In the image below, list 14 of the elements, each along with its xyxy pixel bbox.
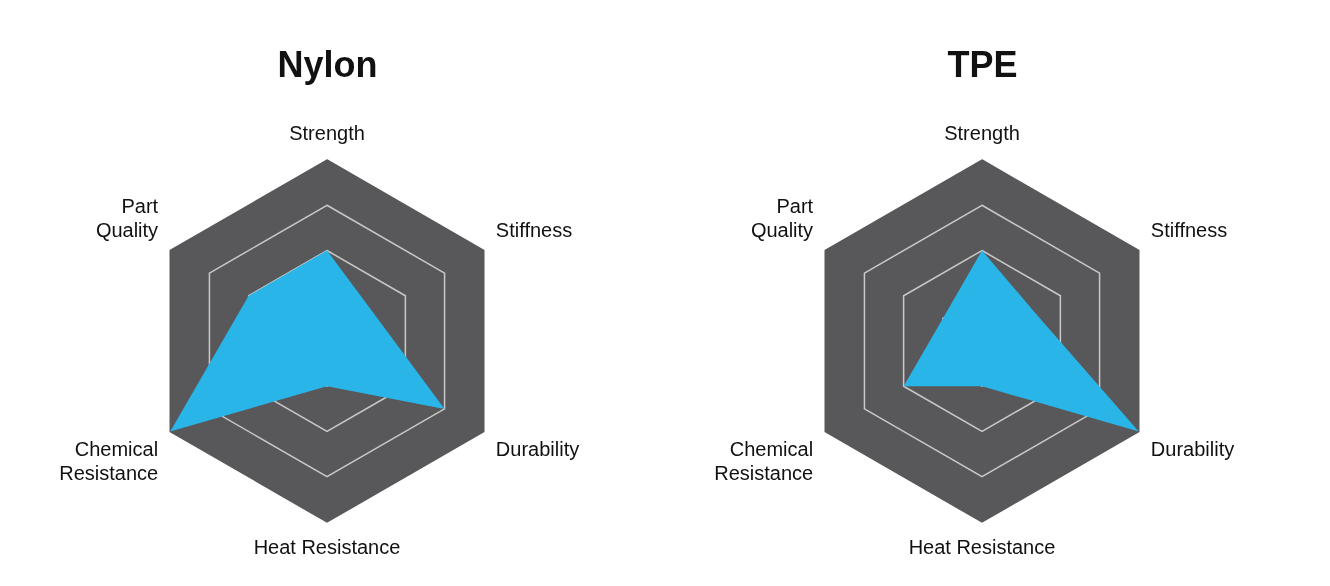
spoke-label: Chemical Resistance: [714, 438, 814, 485]
spoke-label: Stiffness: [1150, 219, 1228, 242]
spoke-label: Heat Resistance: [908, 535, 1056, 558]
spoke-label: Part Quality: [750, 195, 814, 242]
spoke-label: Heat Resistance: [253, 535, 401, 558]
spoke-label: Chemical Resistance: [59, 438, 159, 485]
spoke-label: Strength: [944, 121, 1020, 144]
chart-title: Nylon: [276, 44, 379, 86]
spoke-label: Strength: [289, 121, 365, 144]
spoke-label: Part Quality: [95, 195, 159, 242]
spoke-label: Stiffness: [495, 219, 573, 242]
spoke-label: Durability: [495, 438, 580, 461]
spoke-label: Durability: [1150, 438, 1235, 461]
chart-title: TPE: [946, 44, 1019, 86]
